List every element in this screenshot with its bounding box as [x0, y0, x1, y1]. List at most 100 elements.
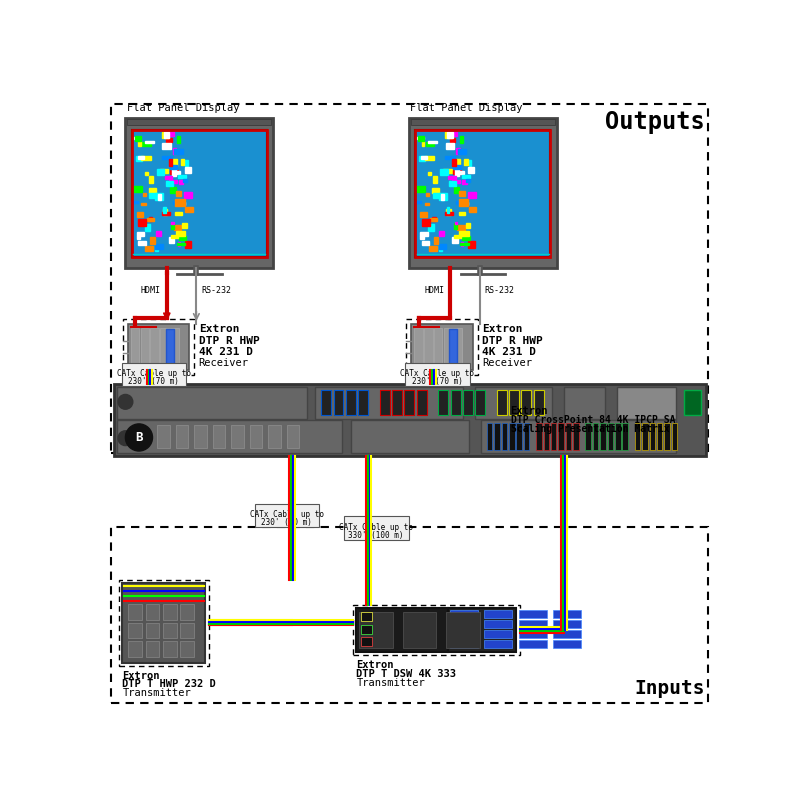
- Bar: [254, 504, 319, 527]
- Bar: [424, 328, 433, 366]
- Text: Extron: Extron: [198, 325, 239, 334]
- Bar: [459, 191, 465, 196]
- Bar: [129, 604, 142, 619]
- Bar: [164, 132, 169, 138]
- Bar: [434, 328, 442, 366]
- Bar: [146, 622, 159, 638]
- Bar: [458, 171, 463, 174]
- Bar: [186, 207, 193, 212]
- Bar: [664, 423, 670, 450]
- Bar: [411, 324, 473, 370]
- Bar: [451, 133, 458, 136]
- Bar: [155, 245, 163, 249]
- Bar: [432, 188, 439, 193]
- Bar: [268, 425, 281, 448]
- Bar: [430, 218, 438, 221]
- Bar: [138, 141, 141, 146]
- Bar: [171, 222, 174, 224]
- Bar: [534, 390, 544, 415]
- Bar: [178, 242, 180, 246]
- Bar: [593, 423, 598, 450]
- Bar: [286, 425, 299, 448]
- Bar: [450, 630, 478, 638]
- Bar: [462, 175, 470, 178]
- Bar: [469, 207, 476, 212]
- Bar: [454, 222, 458, 224]
- Bar: [128, 324, 190, 370]
- Bar: [135, 136, 141, 142]
- Bar: [174, 150, 183, 154]
- Bar: [450, 181, 457, 186]
- Bar: [126, 118, 274, 269]
- Bar: [150, 328, 159, 366]
- Bar: [132, 201, 138, 203]
- Bar: [421, 156, 427, 159]
- Bar: [178, 236, 184, 239]
- Bar: [438, 246, 442, 251]
- Text: 330' (100 m): 330' (100 m): [348, 530, 404, 539]
- Bar: [456, 201, 465, 204]
- Text: CATx Cable up to: CATx Cable up to: [250, 510, 324, 519]
- Bar: [178, 202, 185, 205]
- Bar: [450, 329, 457, 365]
- Text: CATx Cable up to: CATx Cable up to: [400, 369, 474, 378]
- Bar: [145, 172, 148, 175]
- Bar: [361, 612, 372, 622]
- Bar: [558, 423, 564, 450]
- Bar: [446, 156, 455, 159]
- Bar: [461, 136, 463, 143]
- Text: CATx Cable up to: CATx Cable up to: [339, 522, 413, 531]
- Bar: [454, 187, 459, 194]
- Text: Flat Panel Display: Flat Panel Display: [410, 102, 522, 113]
- Bar: [419, 155, 425, 162]
- Text: Inputs: Inputs: [634, 679, 705, 698]
- Bar: [458, 198, 468, 206]
- Bar: [231, 425, 244, 448]
- Bar: [111, 104, 707, 454]
- Bar: [162, 133, 169, 138]
- Bar: [405, 362, 470, 386]
- Bar: [358, 390, 368, 415]
- Bar: [415, 130, 550, 258]
- Bar: [138, 219, 146, 226]
- Bar: [170, 159, 177, 166]
- Bar: [142, 156, 151, 160]
- Bar: [163, 604, 177, 619]
- Bar: [122, 582, 206, 662]
- Bar: [622, 423, 628, 450]
- Bar: [177, 243, 186, 246]
- Bar: [450, 390, 461, 415]
- Bar: [177, 136, 180, 143]
- Bar: [551, 423, 557, 450]
- Bar: [111, 527, 707, 702]
- Bar: [180, 604, 194, 619]
- Bar: [146, 641, 159, 657]
- Bar: [448, 608, 516, 652]
- Bar: [184, 192, 193, 198]
- Bar: [175, 198, 185, 206]
- Bar: [684, 390, 702, 415]
- Bar: [180, 641, 194, 657]
- Bar: [536, 423, 542, 450]
- Bar: [657, 423, 662, 450]
- Bar: [462, 236, 467, 239]
- Bar: [346, 390, 356, 415]
- Bar: [137, 236, 141, 239]
- Bar: [573, 423, 578, 450]
- Bar: [454, 328, 462, 366]
- Bar: [142, 194, 146, 196]
- Circle shape: [118, 430, 133, 446]
- Bar: [158, 194, 161, 200]
- Bar: [466, 223, 470, 228]
- Bar: [359, 612, 394, 648]
- Bar: [173, 148, 176, 154]
- Bar: [181, 159, 184, 165]
- Bar: [441, 169, 448, 175]
- Bar: [185, 242, 191, 248]
- Bar: [543, 423, 549, 450]
- Bar: [468, 242, 475, 248]
- Bar: [454, 223, 458, 229]
- Bar: [465, 159, 468, 165]
- Bar: [351, 420, 469, 454]
- Bar: [566, 423, 571, 450]
